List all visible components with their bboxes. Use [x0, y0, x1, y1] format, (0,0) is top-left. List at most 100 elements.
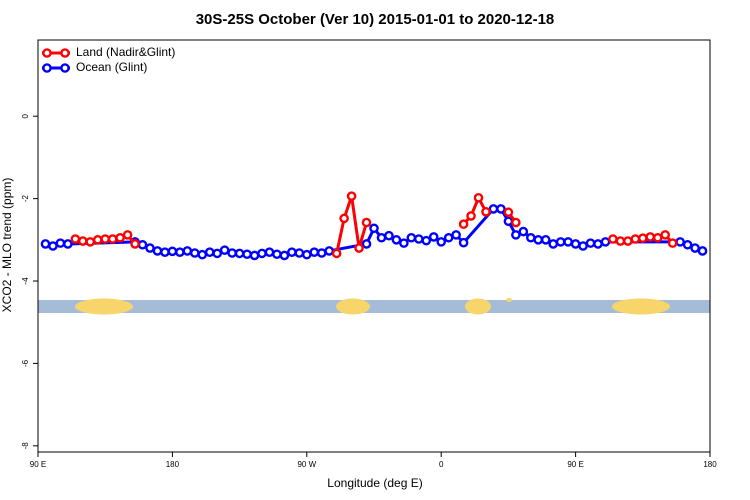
- legend-marker: [42, 48, 52, 58]
- y-tick-label: -2: [21, 195, 30, 203]
- data-point: [309, 247, 320, 257]
- data-point: [234, 248, 245, 259]
- x-axis-label: Longitude (deg E): [327, 476, 422, 490]
- data-point: [645, 232, 656, 242]
- data-point: [443, 232, 454, 243]
- data-point: [346, 191, 357, 201]
- data-point: [339, 213, 349, 224]
- data-point: [570, 239, 581, 249]
- data-point: [608, 234, 618, 244]
- data-point: [503, 207, 514, 218]
- data-point: [585, 238, 596, 248]
- data-point: [436, 237, 447, 247]
- data-point: [488, 204, 499, 214]
- data-point: [533, 235, 544, 245]
- data-point: [473, 192, 484, 203]
- data-point: [399, 238, 409, 248]
- data-point: [421, 235, 432, 246]
- data-point: [85, 237, 96, 247]
- data-point: [361, 217, 372, 228]
- y-axis-label: XCO2 - MLO trend (ppm): [0, 178, 14, 313]
- data-point: [316, 248, 327, 258]
- data-point: [354, 243, 364, 253]
- land-band: [38, 298, 710, 315]
- data-point: [279, 250, 290, 261]
- data-point: [600, 237, 611, 247]
- legend-marker: [60, 63, 70, 73]
- data-point: [40, 239, 51, 249]
- data-point: [511, 217, 521, 228]
- data-point: [428, 232, 439, 242]
- data-point: [675, 237, 685, 247]
- data-point: [219, 245, 230, 255]
- data-point: [518, 226, 529, 237]
- data-point: [287, 247, 297, 257]
- data-point: [690, 243, 700, 253]
- data-point: [227, 248, 237, 258]
- data-point: [294, 248, 305, 258]
- data-point: [548, 239, 559, 249]
- land-patch: [336, 298, 370, 315]
- data-point: [242, 249, 252, 260]
- legend-marker: [42, 63, 52, 73]
- data-point: [272, 249, 282, 260]
- data-point: [496, 204, 506, 214]
- data-point: [100, 234, 110, 244]
- x-tick-label: 180: [166, 460, 180, 469]
- data-point: [563, 237, 573, 247]
- data-point: [130, 239, 140, 249]
- data-point: [384, 230, 394, 241]
- data-point: [578, 241, 588, 251]
- data-point: [48, 241, 58, 251]
- data-point: [92, 235, 103, 245]
- data-point: [361, 239, 372, 249]
- data-point: [540, 235, 551, 245]
- legend-marker: [60, 48, 70, 58]
- data-point: [481, 207, 491, 217]
- data-point: [107, 234, 118, 244]
- data-point: [70, 234, 81, 244]
- data-point: [152, 246, 163, 256]
- ocean-strip: [38, 300, 710, 313]
- data-point: [376, 232, 387, 243]
- data-point: [63, 239, 73, 249]
- data-point: [630, 234, 641, 244]
- data-point: [458, 219, 469, 229]
- data-point: [55, 238, 66, 248]
- x-tick-label: 0: [439, 460, 444, 469]
- data-point: [331, 248, 342, 259]
- data-point: [189, 248, 200, 258]
- y-tick-label: -8: [21, 442, 30, 450]
- plot-frame: [37, 39, 711, 453]
- legend-label: Land (Nadir&Glint): [76, 45, 175, 59]
- y-tick-label: -4: [21, 277, 30, 285]
- data-point: [160, 247, 170, 257]
- data-point: [697, 246, 708, 256]
- x-tick-label: 90 E: [30, 460, 46, 469]
- data-point: [369, 223, 379, 234]
- data-point: [391, 235, 402, 245]
- data-point: [458, 237, 469, 248]
- data-point: [204, 247, 215, 257]
- chart-title: 30S-25S October (Ver 10) 2015-01-01 to 2…: [196, 11, 555, 28]
- data-point: [182, 246, 193, 256]
- data-point: [593, 239, 603, 249]
- data-point: [555, 237, 566, 247]
- data-point: [652, 232, 663, 243]
- data-point: [511, 230, 521, 240]
- data-point: [324, 246, 335, 256]
- data-point: [451, 230, 461, 240]
- data-point: [115, 232, 125, 243]
- data-point: [78, 236, 88, 246]
- data-point: [615, 236, 626, 246]
- legend-label: Ocean (Glint): [76, 60, 147, 74]
- data-point: [503, 216, 514, 227]
- y-tick-label: -6: [21, 359, 30, 367]
- data-point: [137, 239, 148, 250]
- x-tick-label: 90 E: [567, 460, 583, 469]
- data-point: [667, 238, 678, 248]
- data-point: [249, 250, 260, 261]
- data-point: [301, 249, 312, 260]
- data-point: [122, 230, 133, 240]
